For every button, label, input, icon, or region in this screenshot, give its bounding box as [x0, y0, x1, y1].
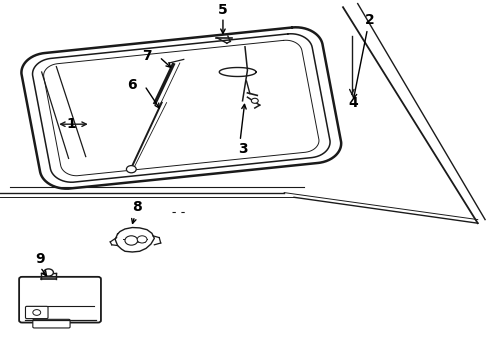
Polygon shape — [115, 228, 154, 252]
Polygon shape — [220, 68, 256, 76]
Text: 3: 3 — [238, 143, 247, 156]
Circle shape — [125, 236, 138, 245]
Text: 1: 1 — [66, 117, 76, 131]
Text: 9: 9 — [35, 252, 45, 266]
Circle shape — [44, 269, 53, 276]
Circle shape — [137, 236, 147, 243]
Circle shape — [33, 310, 41, 315]
Text: 4: 4 — [348, 96, 358, 109]
Text: 7: 7 — [142, 49, 152, 63]
Text: 8: 8 — [132, 200, 142, 214]
Text: 2: 2 — [365, 13, 375, 27]
FancyBboxPatch shape — [25, 306, 48, 319]
FancyBboxPatch shape — [33, 319, 70, 328]
Text: 6: 6 — [127, 78, 137, 91]
Circle shape — [126, 166, 136, 173]
FancyBboxPatch shape — [19, 277, 101, 323]
Text: 5: 5 — [218, 3, 228, 17]
Circle shape — [251, 98, 258, 103]
